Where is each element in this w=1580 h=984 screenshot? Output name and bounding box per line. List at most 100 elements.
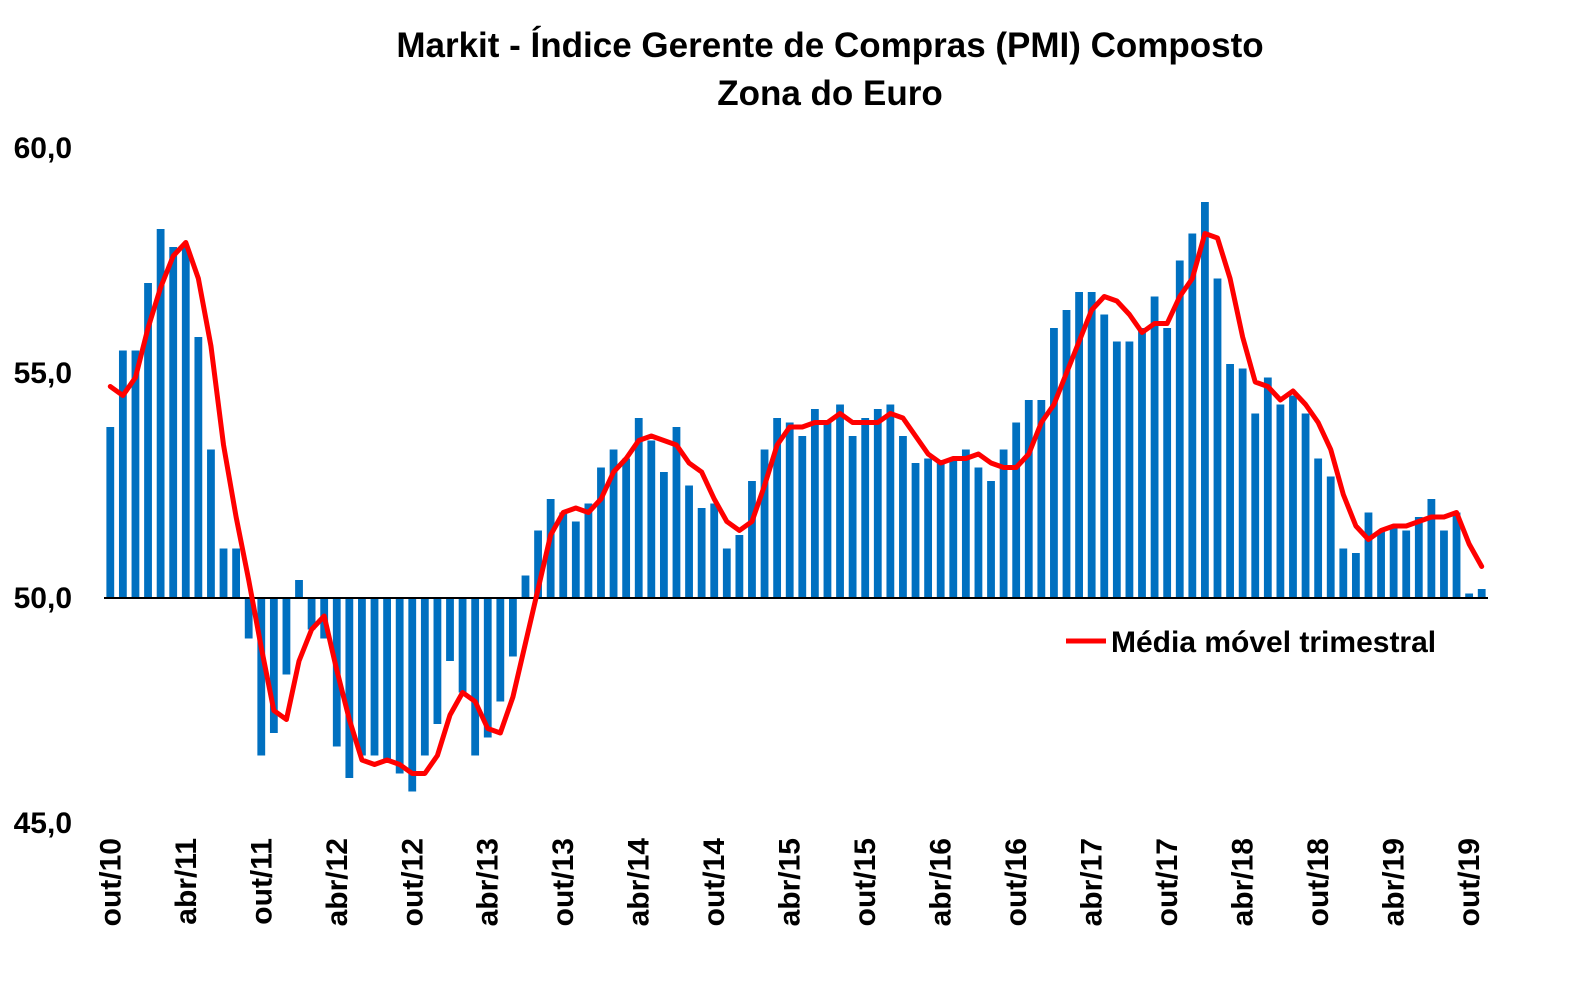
- bar: [748, 481, 756, 598]
- bar: [269, 598, 278, 733]
- bar: [1012, 422, 1021, 598]
- bar: [899, 436, 907, 598]
- y-tick-label: 60,0: [14, 132, 72, 165]
- bar: [131, 350, 140, 598]
- bar: [1188, 233, 1197, 598]
- bar: [1201, 202, 1209, 598]
- bar: [1037, 400, 1046, 598]
- bar: [509, 598, 517, 657]
- bar: [848, 436, 857, 598]
- bar: [559, 512, 568, 598]
- bar: [836, 404, 844, 598]
- bar: [144, 283, 152, 598]
- bar: [609, 449, 618, 598]
- y-tick-label: 45,0: [14, 807, 72, 840]
- bar: [1263, 377, 1272, 598]
- bar: [1465, 593, 1474, 598]
- bar: [534, 530, 542, 598]
- bar: [181, 247, 190, 598]
- bar: [295, 580, 303, 598]
- x-tick-label: out/13: [547, 838, 580, 926]
- bar: [1364, 512, 1373, 598]
- bar: [1213, 278, 1222, 598]
- bar: [370, 598, 379, 756]
- bar: [383, 598, 391, 760]
- bar: [1351, 553, 1360, 598]
- bar: [722, 548, 731, 598]
- bar: [571, 521, 580, 598]
- x-tick-label: abr/18: [1227, 838, 1260, 926]
- bar: [1427, 499, 1436, 598]
- bar: [408, 598, 417, 792]
- bar: [1175, 260, 1184, 598]
- bar: [1050, 328, 1058, 598]
- bar: [1477, 589, 1486, 598]
- bar: [156, 229, 165, 598]
- bar: [672, 427, 681, 598]
- bar: [1314, 458, 1323, 598]
- bar: [1339, 548, 1348, 598]
- x-tick-label: abr/13: [472, 838, 505, 926]
- x-tick-label: abr/14: [623, 838, 656, 927]
- bar: [773, 418, 782, 598]
- bar: [936, 463, 945, 598]
- chart-title: Markit - Índice Gerente de Compras (PMI)…: [396, 26, 1264, 65]
- y-tick-label: 55,0: [14, 357, 72, 390]
- bar: [1112, 341, 1121, 598]
- bar: [1389, 526, 1398, 598]
- bar: [106, 427, 115, 598]
- bar: [584, 503, 593, 598]
- x-tick-label: abr/11: [170, 838, 203, 925]
- bar: [798, 436, 807, 598]
- x-tick-label: out/18: [1302, 838, 1335, 926]
- bar: [483, 598, 492, 738]
- bar: [1062, 310, 1071, 598]
- bar: [420, 598, 429, 756]
- bar: [1440, 530, 1448, 598]
- bar: [433, 598, 442, 724]
- bar: [1276, 404, 1285, 598]
- bar: [1414, 517, 1423, 598]
- bar: [886, 404, 895, 598]
- bar: [659, 472, 668, 598]
- bar: [1100, 314, 1109, 598]
- bar: [1377, 530, 1385, 598]
- bar: [1125, 341, 1134, 598]
- bar: [622, 458, 631, 598]
- bar: [1289, 395, 1297, 598]
- x-axis-ticks: out/10 abr/11 out/11 abr/12 out/12 abr/13 out/…: [94, 838, 1486, 927]
- x-tick-label: abr/17: [1076, 838, 1109, 926]
- bar: [1226, 364, 1234, 598]
- bar: [1238, 368, 1247, 598]
- bar: [710, 503, 719, 598]
- bar: [1402, 530, 1411, 598]
- legend: Média móvel trimestral: [1066, 626, 1436, 659]
- line-layer: [107, 231, 1485, 776]
- bar: [1150, 296, 1159, 598]
- y-tick-label: 50,0: [14, 582, 72, 615]
- x-tick-label: abr/12: [321, 838, 354, 926]
- bar: [1452, 512, 1461, 598]
- bar: [232, 548, 241, 598]
- bar: [861, 418, 870, 598]
- bar: [999, 449, 1008, 598]
- bars-layer: [106, 202, 1486, 792]
- moving-average-line: [107, 231, 1485, 776]
- bar: [496, 598, 505, 702]
- chart-title-block: Markit - Índice Gerente de Compras (PMI)…: [0, 22, 1580, 118]
- bar: [697, 508, 706, 598]
- bar: [1301, 413, 1310, 598]
- bar: [760, 449, 769, 598]
- x-tick-label: out/17: [1151, 838, 1184, 926]
- bar: [974, 467, 983, 598]
- bar: [471, 598, 480, 756]
- bar: [1251, 413, 1260, 598]
- bar: [194, 337, 203, 598]
- bar: [257, 598, 266, 756]
- bar: [118, 350, 127, 598]
- bar: [961, 449, 970, 598]
- x-tick-label: out/10: [94, 838, 127, 926]
- bar: [244, 598, 253, 639]
- bar: [169, 247, 178, 598]
